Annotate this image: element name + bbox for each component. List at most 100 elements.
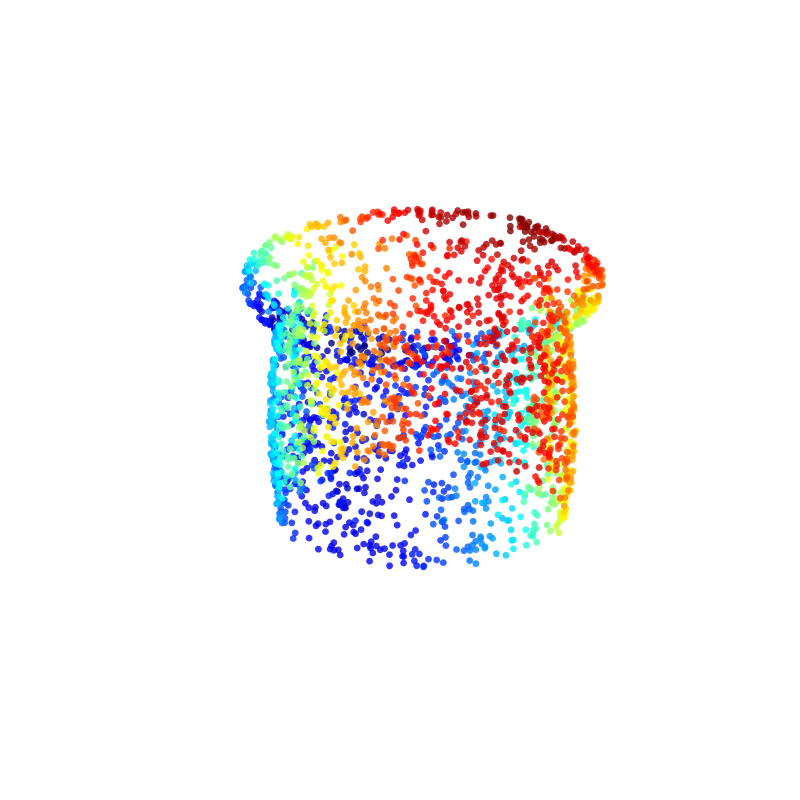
cloud-point <box>352 470 359 478</box>
cloud-point <box>391 302 398 310</box>
cloud-point <box>386 562 393 570</box>
cloud-point <box>553 394 561 401</box>
cloud-point <box>356 390 364 398</box>
cloud-point <box>420 562 428 570</box>
cloud-point <box>363 380 371 388</box>
cloud-point <box>256 305 264 313</box>
cloud-point <box>483 317 491 325</box>
cloud-point <box>482 340 489 348</box>
cloud-point <box>258 257 266 265</box>
cloud-point <box>347 425 355 433</box>
cloud-point <box>456 304 463 312</box>
cloud-point <box>473 257 481 265</box>
cloud-point <box>406 310 414 318</box>
cloud-point <box>541 449 549 457</box>
cloud-point <box>346 519 353 526</box>
cloud-point <box>348 250 356 258</box>
cloud-point <box>487 448 495 455</box>
cloud-point <box>359 374 367 382</box>
cloud-point <box>374 417 381 425</box>
cloud-point <box>465 363 473 371</box>
cloud-point <box>390 512 398 519</box>
cloud-point <box>409 262 416 269</box>
cloud-point <box>366 510 374 518</box>
cloud-point <box>508 505 516 512</box>
cloud-point <box>256 314 263 321</box>
cloud-point <box>501 388 509 395</box>
cloud-point <box>532 473 539 480</box>
cloud-point <box>332 332 339 340</box>
cloud-point <box>466 547 474 554</box>
cloud-point <box>440 516 448 524</box>
cloud-point <box>560 508 568 516</box>
cloud-point <box>494 457 502 464</box>
cloud-point <box>441 390 449 398</box>
cloud-point <box>313 414 320 422</box>
cloud-point <box>408 334 415 342</box>
cloud-point <box>503 328 511 336</box>
cloud-point <box>481 334 488 341</box>
cloud-point <box>512 439 519 447</box>
cloud-point <box>487 337 495 345</box>
cloud-point <box>291 465 299 472</box>
cloud-point <box>411 546 419 553</box>
cloud-point <box>521 228 529 236</box>
cloud-point <box>301 360 309 368</box>
cloud-point <box>344 388 352 396</box>
cloud-point <box>548 370 556 377</box>
cloud-point <box>564 413 572 421</box>
cloud-point <box>485 350 493 358</box>
cloud-point <box>295 438 303 446</box>
cloud-point <box>285 349 293 356</box>
cloud-point <box>422 510 429 518</box>
cloud-point <box>290 368 297 376</box>
cloud-point <box>475 279 483 287</box>
cloud-point <box>298 393 306 400</box>
cloud-point <box>466 369 474 377</box>
cloud-point <box>280 478 288 486</box>
cloud-point <box>436 453 444 460</box>
cloud-point <box>433 267 441 274</box>
cloud-point <box>498 314 506 321</box>
cloud-point <box>273 389 281 396</box>
cloud-point <box>432 344 440 351</box>
cloud-point <box>493 331 501 339</box>
cloud-point <box>344 484 351 492</box>
cloud-point <box>506 222 514 230</box>
cloud-point <box>499 277 507 285</box>
cloud-point <box>466 436 474 444</box>
cloud-point <box>349 227 357 235</box>
cloud-point <box>564 487 572 494</box>
cloud-point <box>587 306 594 313</box>
cloud-point <box>346 469 354 477</box>
cloud-point <box>448 328 456 335</box>
cloud-point <box>381 427 389 435</box>
cloud-point <box>286 393 294 400</box>
cloud-point <box>346 350 354 358</box>
cloud-point <box>361 489 368 497</box>
cloud-point <box>460 450 468 458</box>
cloud-point <box>454 449 461 456</box>
cloud-point <box>300 459 308 467</box>
cloud-point <box>372 533 380 541</box>
cloud-point <box>319 447 326 455</box>
cloud-point <box>357 526 365 533</box>
cloud-point <box>353 408 360 416</box>
cloud-point <box>516 308 524 316</box>
cloud-point <box>275 290 283 297</box>
cloud-point <box>579 293 587 300</box>
cloud-point <box>352 517 359 525</box>
cloud-point <box>557 244 565 252</box>
cloud-point <box>533 512 541 519</box>
cloud-point <box>532 372 540 380</box>
cloud-point <box>428 336 435 343</box>
cloud-point <box>548 258 556 265</box>
cloud-point <box>472 458 480 466</box>
cloud-point <box>366 557 373 565</box>
cloud-point <box>489 382 497 390</box>
cloud-point <box>454 355 462 363</box>
cloud-point <box>576 306 584 314</box>
cloud-point <box>332 363 340 371</box>
cloud-point <box>545 465 552 472</box>
